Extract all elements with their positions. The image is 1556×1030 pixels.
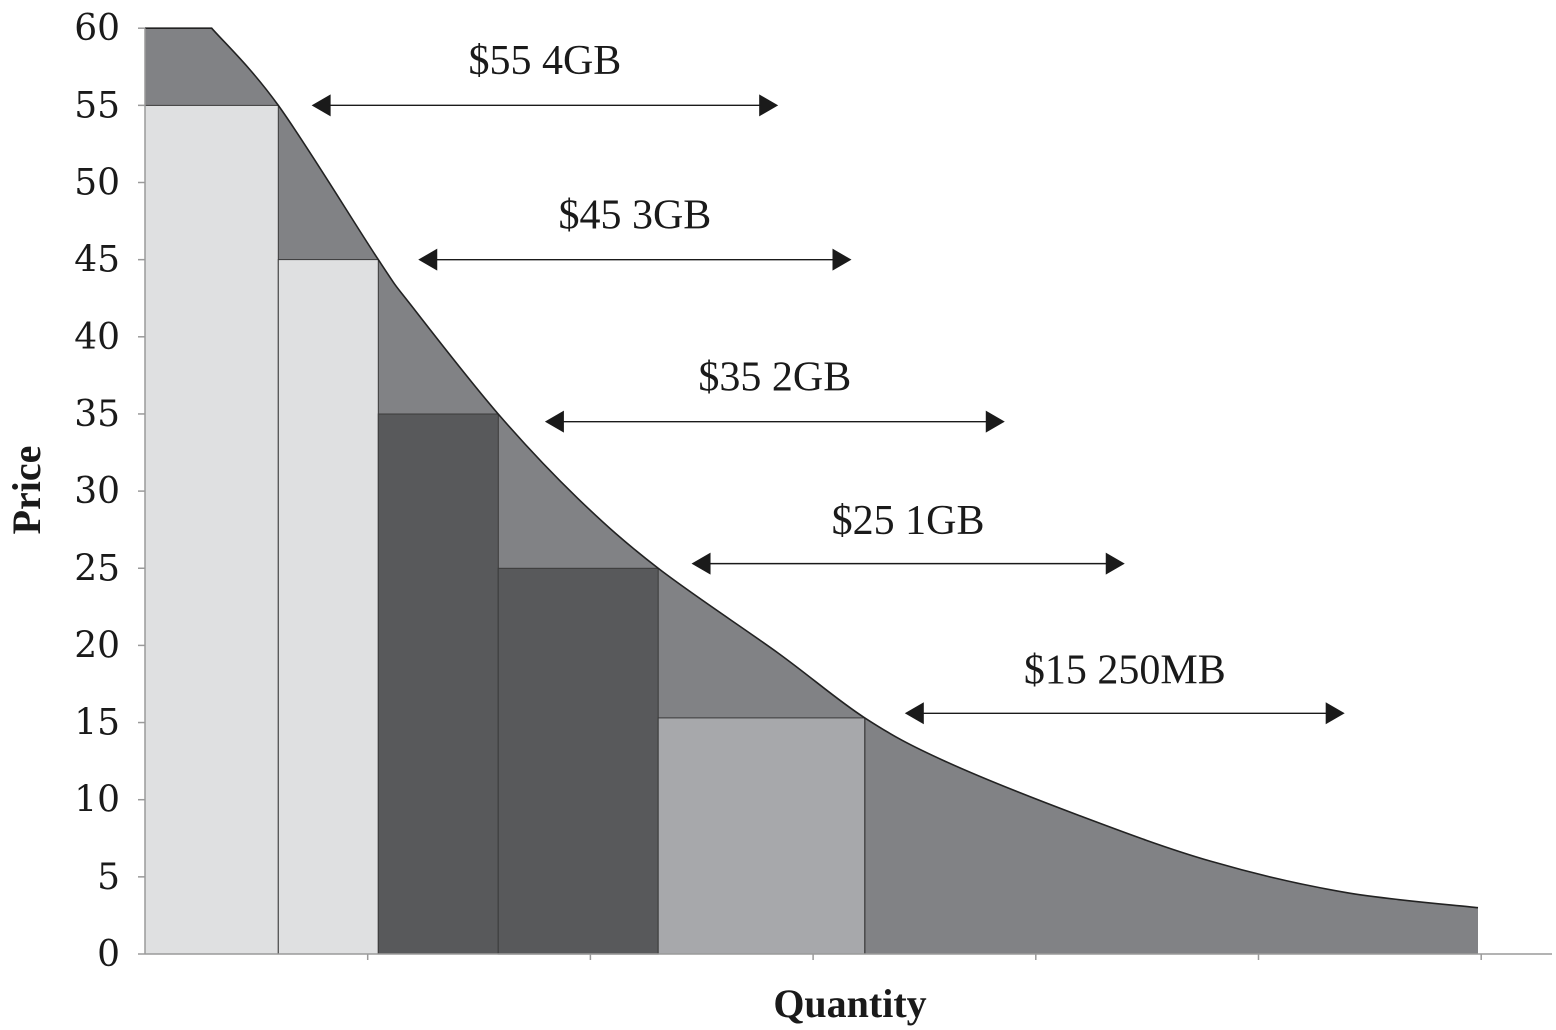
price-bars-layer: [144, 104, 866, 955]
arrowhead-left: [691, 552, 711, 575]
y-tick-label-30: 30: [74, 471, 120, 512]
y-tick-label-40: 40: [74, 317, 120, 358]
x-axis-title: Quantity: [773, 981, 926, 1026]
price-bar-25: [497, 567, 659, 955]
annotation-4: $25 1GB: [691, 498, 1125, 575]
y-tick-label-55: 55: [74, 85, 120, 126]
arrowhead-right: [985, 410, 1005, 433]
arrowhead-left: [311, 94, 331, 117]
annotation-label: $45 3GB: [558, 192, 711, 238]
annotation-label: $35 2GB: [698, 354, 851, 400]
annotation-1: $55 4GB: [311, 38, 779, 117]
demand-curve: [145, 27, 1479, 909]
y-tick-label-50: 50: [74, 163, 120, 204]
y-tick-label-60: 60: [74, 8, 120, 49]
annotation-3: $35 2GB: [544, 354, 1005, 433]
y-tick-label-20: 20: [74, 625, 120, 666]
axes: 0 5 10 15 20 25 30 35 40 45 50 55 60: [74, 8, 1552, 975]
y-tick-label-10: 10: [74, 780, 120, 821]
annotations-layer: $55 4GB $45 3GB $35 2GB $25 1GB $15 250MB: [311, 38, 1345, 725]
arrowhead-left: [904, 702, 924, 725]
arrowhead-right: [832, 248, 852, 271]
annotation-5: $15 250MB: [904, 648, 1345, 725]
annotation-label: $25 1GB: [832, 498, 985, 544]
arrowhead-right: [1105, 552, 1125, 575]
annotation-label: $15 250MB: [1024, 648, 1226, 694]
price-bar-35: [377, 413, 499, 955]
y-tick-label-5: 5: [97, 857, 120, 898]
y-tick-label-25: 25: [74, 548, 120, 589]
annotation-label: $55 4GB: [468, 38, 621, 84]
arrowhead-right: [759, 94, 779, 117]
price-bar-15.3: [657, 717, 866, 955]
arrowhead-left: [544, 410, 564, 433]
arrowhead-right: [1325, 702, 1345, 725]
y-tick-label-0: 0: [97, 934, 120, 975]
arrowhead-left: [418, 248, 438, 271]
price-bar-55: [144, 104, 279, 955]
y-tick-label-45: 45: [74, 240, 120, 281]
y-axis-title: Price: [4, 446, 49, 535]
price-bar-45: [277, 259, 379, 955]
annotation-2: $45 3GB: [418, 192, 852, 271]
y-tick-label-35: 35: [74, 394, 120, 435]
y-tick-label-15: 15: [74, 703, 120, 744]
demand-curve-layer: [145, 27, 1479, 909]
